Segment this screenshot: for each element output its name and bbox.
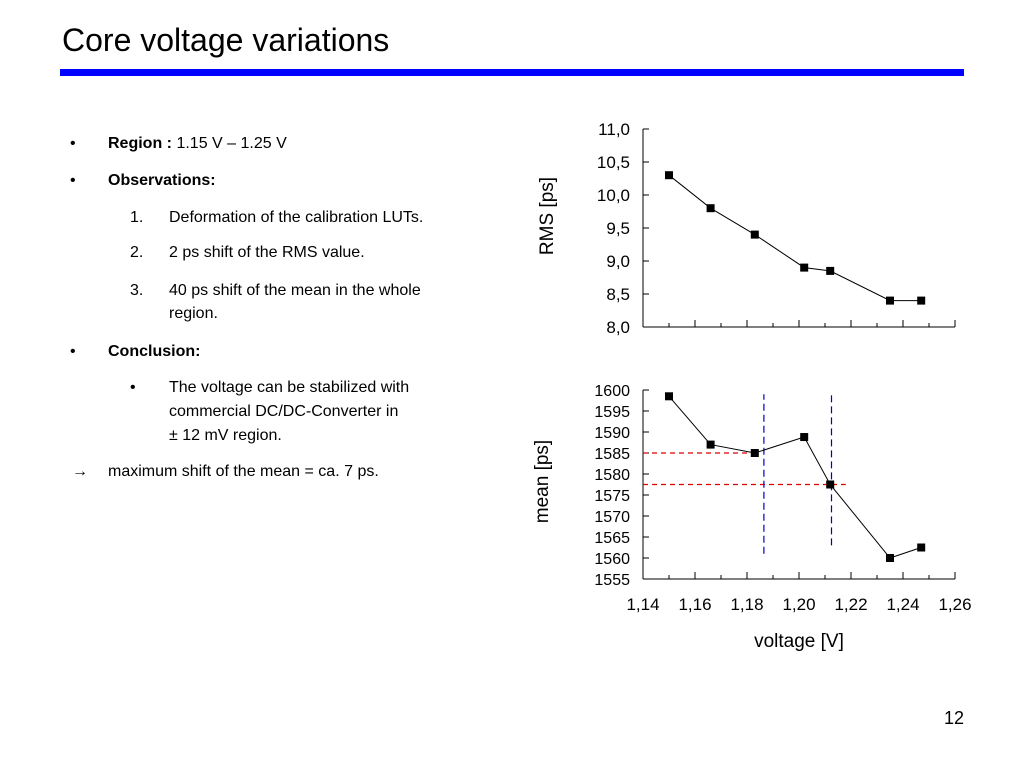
title-rule — [60, 69, 964, 76]
region-item: Region : 1.15 V – 1.25 V — [108, 133, 287, 155]
y-tick-label: 9,5 — [606, 219, 630, 238]
bullet-marker: • — [130, 379, 136, 396]
y-tick-label: 1600 — [594, 383, 630, 400]
data-point — [750, 449, 759, 457]
bullet-marker: • — [70, 135, 76, 152]
y-tick-label: 1575 — [594, 488, 630, 505]
bullet-marker: • — [70, 172, 76, 189]
conclusion-text: commercial DC/DC-Converter in — [169, 403, 399, 420]
x-tick-label: 1,22 — [834, 595, 867, 614]
slide-title: Core voltage variations — [62, 22, 390, 58]
data-point — [665, 392, 673, 401]
observation-text: Deformation of the calibration LUTs. — [169, 209, 424, 226]
y-tick-label: 1585 — [594, 446, 630, 463]
page-number: 12 — [943, 708, 964, 728]
y-axis-label: RMS [ps] — [537, 177, 558, 255]
y-tick-label: 1555 — [594, 572, 630, 589]
bullet-marker: • — [70, 343, 76, 360]
conclusion-text: The voltage can be stabilized with — [169, 379, 410, 396]
y-tick-label: 1590 — [594, 425, 630, 442]
x-tick-label: 1,18 — [730, 595, 763, 614]
series-line — [668, 395, 922, 559]
data-point — [706, 204, 715, 213]
data-point — [826, 266, 835, 275]
observation-number: 3. — [130, 282, 144, 299]
y-tick-label: 1580 — [594, 467, 630, 484]
data-point — [800, 433, 809, 442]
conclusion-label: Conclusion: — [108, 343, 201, 360]
observation-number: 2. — [130, 244, 144, 261]
y-tick-label: 1570 — [594, 509, 630, 526]
y-tick-label: 9,0 — [606, 252, 630, 271]
y-tick-label: 11,0 — [598, 120, 630, 139]
region-value: 1.15 V – 1.25 V — [176, 135, 287, 152]
y-tick-label: 10,5 — [597, 153, 630, 172]
conclusion-text: ± 12 mV region. — [169, 427, 282, 444]
region-label: Region : — [108, 135, 172, 152]
arrow-text: maximum shift of the mean = ca. 7 ps. — [108, 463, 379, 480]
x-tick-label: 1,26 — [938, 595, 971, 614]
mean-chart: 1555 1560 1565 1570 1575 1580 1585 1590 1595 1600… — [532, 383, 972, 652]
y-tick-label: 8,5 — [606, 285, 630, 304]
series-line — [668, 174, 922, 302]
x-tick-label: 1,24 — [886, 595, 919, 614]
data-point — [826, 480, 835, 489]
data-point — [917, 296, 926, 305]
data-point — [800, 263, 809, 272]
observation-number: 1. — [130, 209, 144, 226]
x-tick-label: 1,14 — [626, 595, 659, 614]
data-point — [917, 543, 926, 552]
data-point — [706, 440, 715, 449]
arrow-icon: → — [72, 463, 88, 480]
data-point — [886, 296, 894, 305]
observations-label: Observations: — [108, 172, 216, 189]
x-tick-label: 1,20 — [782, 595, 815, 614]
x-axis-label: voltage [V] — [754, 631, 844, 652]
observation-text: region. — [169, 305, 218, 322]
observation-text: 2 ps shift of the RMS value. — [169, 244, 365, 261]
data-point — [750, 230, 759, 239]
y-tick-label: 1565 — [594, 530, 630, 547]
y-tick-label: 1560 — [594, 551, 630, 568]
x-tick-label: 1,16 — [678, 595, 711, 614]
data-point — [665, 171, 673, 180]
y-axis-label: mean [ps] — [532, 440, 553, 523]
y-tick-label: 8,0 — [606, 318, 630, 337]
y-tick-label: 1595 — [594, 404, 630, 421]
observation-text: 40 ps shift of the mean in the whole — [169, 282, 421, 299]
rms-chart: 8,0 8,5 9,0 9,5 10,0 10,5 11,0 RMS [ps] — [537, 120, 956, 337]
data-point — [886, 554, 894, 562]
y-tick-label: 10,0 — [597, 186, 630, 205]
